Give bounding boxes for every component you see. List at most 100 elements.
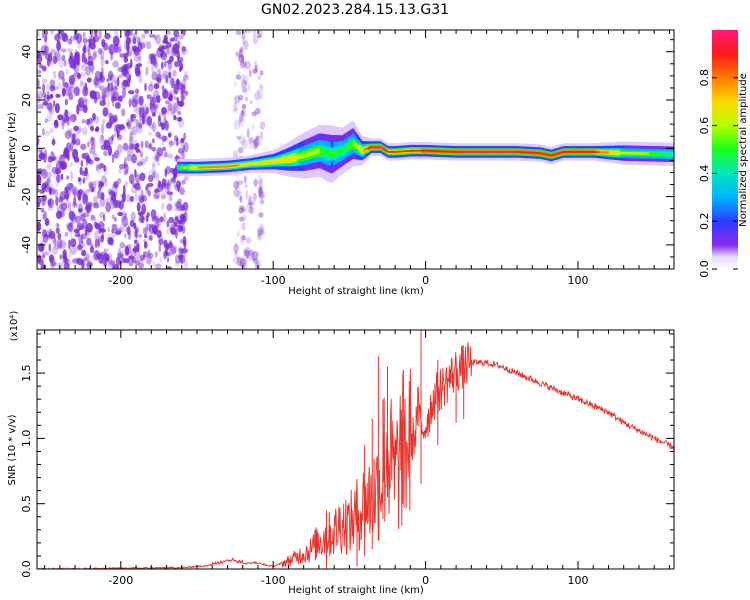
ridge-cell-l4: [549, 154, 551, 157]
ridge-cell-l4: [657, 152, 659, 156]
ridge-cell-l4: [523, 151, 525, 154]
noise-blob: [128, 143, 134, 151]
ridge-cell-l4: [430, 150, 433, 152]
noise-blob: [124, 245, 130, 256]
noise-blob: [54, 103, 60, 114]
noise-blob: [135, 148, 141, 153]
noise-blob: [155, 95, 161, 104]
noise-blob: [141, 195, 148, 202]
spectrogram-y-tick-label: 20: [20, 93, 33, 107]
noise-blob: [175, 202, 183, 212]
noise-blob: [256, 174, 263, 185]
snr-x-tick-label: -100: [261, 574, 286, 587]
ridge-cell-l4: [404, 150, 406, 153]
noise-blob: [68, 239, 71, 250]
ridge-cell-l4: [258, 162, 261, 165]
ridge-cell-l4: [424, 149, 427, 152]
noise-blob: [38, 152, 46, 160]
ridge-cell-l4: [194, 166, 196, 169]
ridge-cell-l4: [425, 149, 428, 152]
ridge-cell-l4: [180, 166, 183, 169]
noise-blob: [48, 243, 52, 252]
ridge-cell-l4: [475, 151, 478, 153]
noise-blob: [170, 229, 175, 235]
noise-blob: [99, 85, 104, 91]
noise-blob: [183, 141, 189, 153]
ridge-cell-l4: [268, 160, 270, 164]
noise-blob: [114, 266, 122, 269]
noise-blob: [80, 71, 86, 78]
noise-blob: [142, 251, 149, 258]
ridge-cell-l4: [191, 166, 194, 169]
noise-blob: [233, 95, 241, 104]
ridge-cell-l4: [413, 149, 416, 152]
ridge-cell-l4: [666, 152, 668, 156]
ridge-cell-l4: [501, 151, 503, 153]
noise-blob: [37, 53, 43, 64]
ridge-cell-l4: [364, 148, 367, 151]
ridge-cell-l4: [471, 151, 473, 153]
noise-blob: [117, 66, 124, 72]
noise-blob: [63, 59, 67, 67]
noise-blob: [252, 251, 259, 262]
ridge-cell-l4: [216, 165, 218, 168]
noise-blob: [171, 244, 178, 254]
ridge-cell-l4: [427, 149, 429, 152]
ridge-cell-l4: [340, 148, 342, 154]
noise-blob: [107, 137, 112, 148]
noise-blob: [52, 70, 57, 80]
ridge-cell-l4: [556, 152, 558, 155]
ridge-cell-l4: [316, 148, 318, 155]
ridge-cell-l4: [466, 151, 468, 153]
noise-blob: [163, 239, 168, 248]
noise-blob: [107, 237, 113, 245]
noise-blob: [116, 144, 123, 154]
noise-blob: [122, 184, 126, 195]
ridge-cell-l4: [591, 151, 594, 153]
noise-blob: [37, 147, 43, 153]
noise-blob: [80, 190, 85, 198]
noise-blob: [159, 255, 163, 263]
noise-blob: [177, 147, 185, 154]
noise-blob: [176, 116, 182, 122]
noise-blob: [135, 69, 142, 77]
ridge-cell-l4: [458, 151, 461, 153]
noise-blob: [59, 254, 63, 260]
noise-blob: [154, 156, 160, 162]
noise-blob: [156, 229, 162, 239]
noise-blob: [44, 34, 48, 43]
noise-blob: [173, 60, 181, 68]
ridge-cell-l4: [597, 151, 600, 153]
noise-blob: [159, 216, 164, 223]
ridge-cell-l4: [552, 154, 555, 156]
spectrogram-x-tick-label: 0: [422, 274, 429, 287]
noise-blob: [163, 212, 167, 223]
noise-blob: [140, 140, 144, 149]
ridge-cell-l4: [346, 145, 349, 150]
noise-blob: [132, 183, 138, 189]
noise-blob: [130, 113, 137, 119]
noise-blob: [103, 42, 109, 51]
ridge-cell-l4: [592, 151, 595, 153]
noise-blob: [166, 220, 170, 228]
noise-blob: [177, 227, 182, 234]
noise-blob: [70, 244, 78, 255]
ridge-cell-l4: [485, 151, 487, 153]
noise-blob: [244, 60, 251, 70]
noise-blob: [137, 234, 143, 239]
ridge-cell-l4: [285, 157, 288, 162]
noise-blob: [118, 74, 122, 79]
noise-blob: [108, 112, 114, 119]
noise-blob: [99, 74, 106, 83]
noise-blob: [41, 168, 48, 179]
noise-blob: [151, 146, 157, 152]
ridge-cell-l4: [357, 145, 359, 150]
noise-blob: [137, 36, 141, 46]
noise-blob: [170, 77, 175, 89]
ridge-cell-l4: [512, 151, 514, 153]
noise-blob: [128, 73, 131, 83]
ridge-cell-l4: [417, 149, 419, 152]
noise-blob: [144, 191, 151, 196]
noise-blob: [146, 41, 152, 50]
